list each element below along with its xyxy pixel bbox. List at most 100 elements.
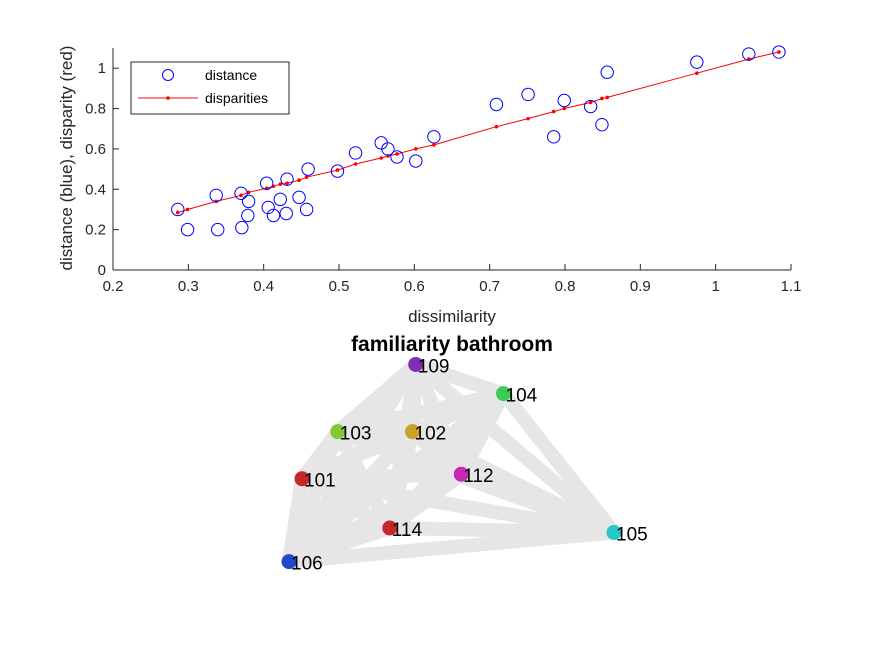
disparity-point [605, 95, 609, 100]
distance-point [742, 47, 756, 61]
x-tick-label: 1.1 [781, 278, 802, 295]
distance-point [273, 192, 287, 207]
distance-point [301, 162, 315, 176]
network-node: 103 [330, 424, 371, 445]
disparity-point [175, 210, 180, 215]
node-label: 109 [418, 356, 450, 377]
x-tick-label: 0.2 [103, 278, 124, 295]
distance-point [261, 200, 275, 215]
node-label: 105 [616, 524, 648, 545]
node-marker [330, 424, 346, 440]
y-tick-label: 0.4 [85, 181, 106, 198]
distance-point [521, 87, 535, 102]
node-label: 102 [415, 424, 447, 445]
distance-point [279, 206, 293, 221]
legend-disparities-marker [166, 96, 170, 100]
disparity-point [432, 143, 436, 147]
node-marker [405, 424, 420, 440]
node-label: 103 [340, 424, 372, 445]
disparity-point [551, 109, 556, 114]
legend-distance-marker [162, 69, 174, 81]
y-ticks: 0 0.2 0.4 0.6 0.8 1 [85, 60, 119, 279]
x-tick-label: 0.4 [253, 278, 274, 295]
disparity-point [695, 71, 699, 76]
disparities-line [177, 51, 780, 213]
disparity-point [379, 156, 383, 160]
network-edge [295, 424, 420, 486]
node-marker [408, 356, 424, 372]
x-tick-label: 0.7 [479, 278, 500, 295]
y-axis-label: distance (blue), disparity (red) [57, 46, 76, 271]
network-edge [282, 525, 621, 569]
network-node: 106 [281, 554, 323, 575]
network-node: 105 [606, 524, 648, 545]
x-ticks: 0.2 0.3 0.4 0.5 0.6 0.7 0.8 0.9 1 1.1 [103, 264, 802, 295]
network-plot: familiarity bathroom 109 104 103 102 101 112 1… [281, 333, 648, 575]
distance-point [409, 154, 423, 168]
node-marker [453, 466, 469, 482]
distance-point [235, 220, 249, 235]
disparity-point [494, 124, 499, 129]
network-node: 109 [408, 356, 449, 377]
distance-point [381, 142, 395, 156]
distance-point [292, 190, 306, 205]
distance-point [330, 164, 345, 178]
distance-point [280, 172, 294, 186]
node-label: 104 [506, 386, 538, 407]
distance-point [547, 130, 561, 144]
disparity-point [562, 106, 567, 111]
distance-point [690, 55, 704, 69]
y-tick-label: 0.6 [85, 141, 106, 158]
y-tick-label: 0.2 [85, 222, 106, 239]
network-edge [454, 467, 621, 540]
x-axis-label: dissimilarity [408, 307, 496, 326]
node-label: 101 [304, 471, 336, 492]
x-tick-label: 0.8 [555, 278, 576, 295]
network-edge [295, 471, 621, 540]
node-label: 114 [392, 520, 423, 541]
distance-point [259, 176, 274, 190]
legend: distance disparities [130, 61, 290, 115]
disparity-point [588, 100, 593, 105]
distance-point [348, 146, 363, 160]
distance-point [241, 208, 255, 223]
x-tick-label: 0.5 [329, 278, 350, 295]
distance-point [241, 194, 256, 209]
distance-point [557, 93, 571, 108]
network-node: 112 [453, 466, 494, 487]
node-marker [382, 520, 398, 536]
disparity-point [414, 147, 418, 151]
disparity-point [395, 152, 399, 156]
disparity-point [777, 50, 781, 54]
disparity-point [185, 207, 190, 212]
disparity-point [353, 162, 358, 166]
disparity-point [526, 116, 530, 121]
legend-box [130, 61, 290, 115]
network-edge [496, 386, 621, 540]
legend-disparities-label: disparities [205, 90, 268, 106]
distance-point [234, 186, 248, 201]
scatter-plot: 0.2 0.3 0.4 0.5 0.6 0.7 0.8 0.9 1 1.1 00.20.40.60… [57, 45, 802, 326]
disparity-point [304, 175, 309, 179]
distance-point [390, 150, 404, 164]
distance-point [600, 65, 614, 79]
y-tick-label: 0 [98, 262, 106, 279]
x-tick-label: 0.6 [404, 278, 425, 295]
plot-series [171, 45, 786, 237]
distance-point [211, 222, 225, 237]
network-edges [282, 357, 621, 569]
y-tick-label: 0.8 [85, 101, 106, 118]
network-edge [408, 357, 621, 540]
node-marker [294, 471, 310, 487]
network-title: familiarity bathroom [351, 333, 553, 356]
legend-distance-label: distance [205, 67, 257, 83]
distance-point [772, 45, 786, 59]
distance-point [427, 130, 441, 144]
disparity-point [285, 181, 289, 186]
network-node: 104 [496, 386, 538, 407]
distance-point [266, 208, 281, 223]
x-tick-label: 0.3 [178, 278, 199, 295]
node-label: 106 [291, 554, 323, 575]
distance-point [489, 97, 504, 112]
